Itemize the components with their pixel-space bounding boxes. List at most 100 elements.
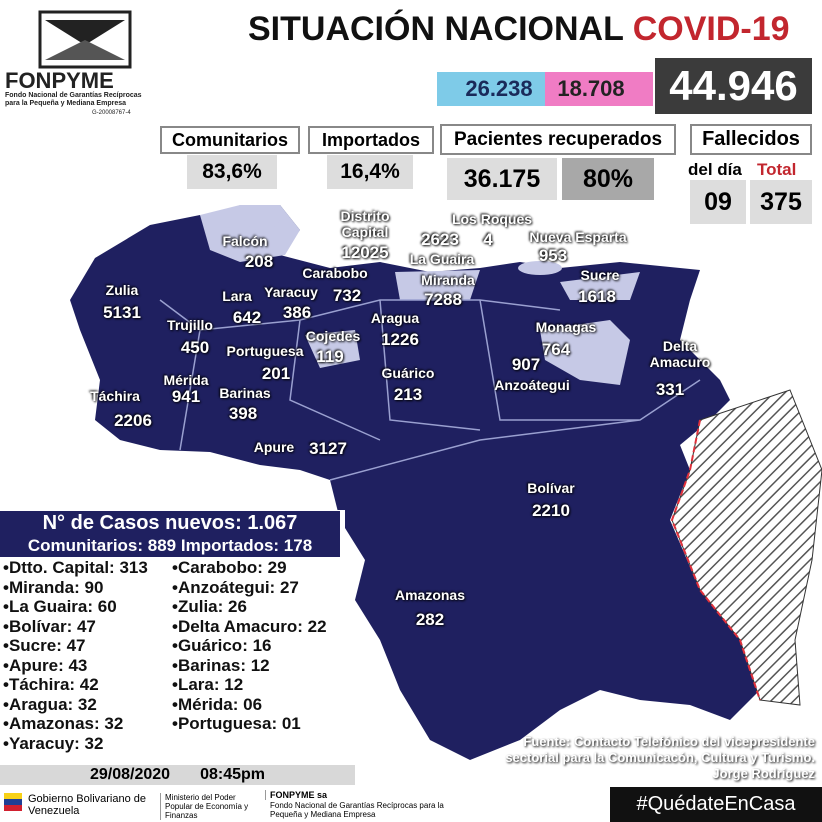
region-cases: 213 [393, 385, 423, 404]
sucre [560, 272, 640, 300]
recovered-value: 36.175 [447, 158, 557, 200]
new-cases-item: •Guárico: 16 [172, 636, 272, 655]
new-cases-item: •Miranda: 90 [3, 577, 104, 597]
region-name: Yaracuy [264, 284, 318, 300]
region-cases: 953 [538, 246, 568, 265]
deaths-label: Fallecidos [690, 124, 812, 155]
footer-gov: Gobierno Bolivariano de Venezuela [28, 793, 147, 817]
recovered-label: Pacientes recuperados [440, 124, 676, 155]
org-name: FONPYME [5, 68, 114, 93]
source: Fuente: Contacto Telefónico del vicepres… [505, 734, 815, 781]
region-cases: 119 [316, 347, 344, 366]
region-name: Bolívar [527, 480, 575, 496]
region-cases: 941 [171, 387, 201, 406]
region-name: Carabobo [302, 265, 368, 281]
new-cases-item: •Yaracuy: 32 [3, 733, 104, 753]
new-cases-item: •Mérida: 06 [172, 694, 263, 714]
footer-org-full: Fondo Nacional de Garantías Recíprocas p… [270, 801, 444, 819]
region-name: Falcón [222, 233, 268, 249]
claim-border [670, 419, 761, 701]
new-cases-item: •Táchira: 42 [3, 675, 99, 694]
date: 29/08/2020 [90, 766, 171, 783]
time: 08:45pm [200, 766, 265, 783]
new-cases-item: •Aragua: 32 [3, 694, 97, 714]
new-cases-item: •Bolívar: 47 [3, 616, 96, 636]
paraguana [244, 206, 280, 230]
region-cases: 907 [511, 355, 541, 374]
stat-value: 16,4% [327, 155, 413, 189]
region-name: Portuguesa [226, 343, 304, 359]
region-cases: 764 [541, 340, 571, 359]
title: SITUACIÓN NACIONAL COVID-19 [248, 10, 790, 49]
region-cases: 208 [244, 252, 274, 271]
region-name: Amazonas [394, 587, 466, 603]
deaths-total-label: Total [757, 160, 797, 179]
region-cases: 386 [282, 303, 312, 322]
new-cases-item: •Portuguesa: 01 [172, 714, 301, 733]
region-cases: 12025 [341, 243, 389, 262]
region-name: Barinas [219, 385, 271, 401]
region-name: Cojedes [305, 328, 361, 344]
region-name: Zulia [105, 282, 139, 298]
region-cases: 4 [483, 230, 493, 249]
region-cases: 2210 [532, 501, 570, 520]
new-cases-subtitle: Comunitarios: 889 Importados: 178 [0, 535, 340, 557]
region-cases: 398 [228, 404, 258, 423]
new-cases-item: •Dtto. Capital: 313 [3, 558, 148, 577]
region-cases: 5131 [103, 303, 141, 322]
region-name: Aragua [370, 310, 420, 326]
hashtag: #QuédateEnCasa [610, 787, 822, 822]
region-name: Mérida [163, 372, 209, 388]
region-name: Miranda [421, 272, 475, 288]
region-name: Sucre [580, 267, 620, 283]
region-cases: 331 [655, 380, 685, 399]
logo [38, 10, 132, 69]
region-cases: 201 [261, 364, 291, 383]
recovered-percent: 80% [562, 158, 654, 200]
region-cases: 642 [232, 308, 262, 327]
region-name: Nueva Esparta [529, 229, 627, 245]
new-cases-item: •Lara: 12 [172, 675, 244, 694]
cojedes [305, 330, 360, 368]
new-cases-item: •La Guaira: 60 [3, 597, 117, 616]
state-borders [159, 299, 701, 481]
new-cases-item: •Barinas: 12 [172, 655, 270, 675]
monagas [540, 320, 630, 385]
region-cases: 3127 [309, 439, 347, 458]
title-main: SITUACIÓN NACIONAL [248, 10, 624, 48]
footer-ministry: Ministerio del Poder Popular de Economía… [160, 793, 260, 820]
region-cases: 1226 [381, 330, 419, 349]
region-cases: 2206 [114, 411, 152, 430]
region-name: Apure [253, 439, 295, 455]
region-cases: 732 [332, 286, 362, 305]
stat-label: Importados [308, 126, 434, 154]
title-accent: COVID-19 [632, 10, 790, 48]
deaths-day-label: del día [688, 160, 742, 179]
men-count: 26.238 [437, 72, 545, 106]
region-name: Los Roques [451, 211, 533, 227]
new-cases-item: •Delta Amacuro: 22 [172, 616, 327, 636]
org-code: G-20008767-4 [92, 110, 131, 116]
region-name: Delta Amacuro [649, 338, 711, 370]
region-name: Trujillo [167, 317, 213, 333]
footer: Gobierno Bolivariano de Venezuela Minist… [0, 787, 610, 822]
capital-area [395, 270, 480, 300]
date-bar: 29/08/2020 08:45pm [0, 765, 355, 785]
region-name: Anzoátegui [494, 377, 570, 393]
new-cases-item: •Anzoátegui: 27 [172, 577, 299, 597]
region-name: Lara [222, 288, 252, 304]
margarita [518, 261, 562, 275]
stat-label: Comunitarios [160, 126, 300, 154]
region-cases: 2623 [421, 230, 459, 249]
org-subtitle: Fondo Nacional de Garantías Recíprocas p… [5, 92, 142, 107]
flag [4, 793, 22, 811]
new-cases-item: •Carabobo: 29 [172, 558, 287, 577]
total-count: 44.946 [655, 58, 812, 114]
region-name: Monagas [535, 319, 597, 335]
new-cases-item: •Zulia: 26 [172, 597, 247, 616]
deaths-total-value: 375 [750, 180, 812, 224]
region-name: Guárico [381, 365, 435, 381]
footer-org: FONPYME sa [265, 790, 327, 800]
